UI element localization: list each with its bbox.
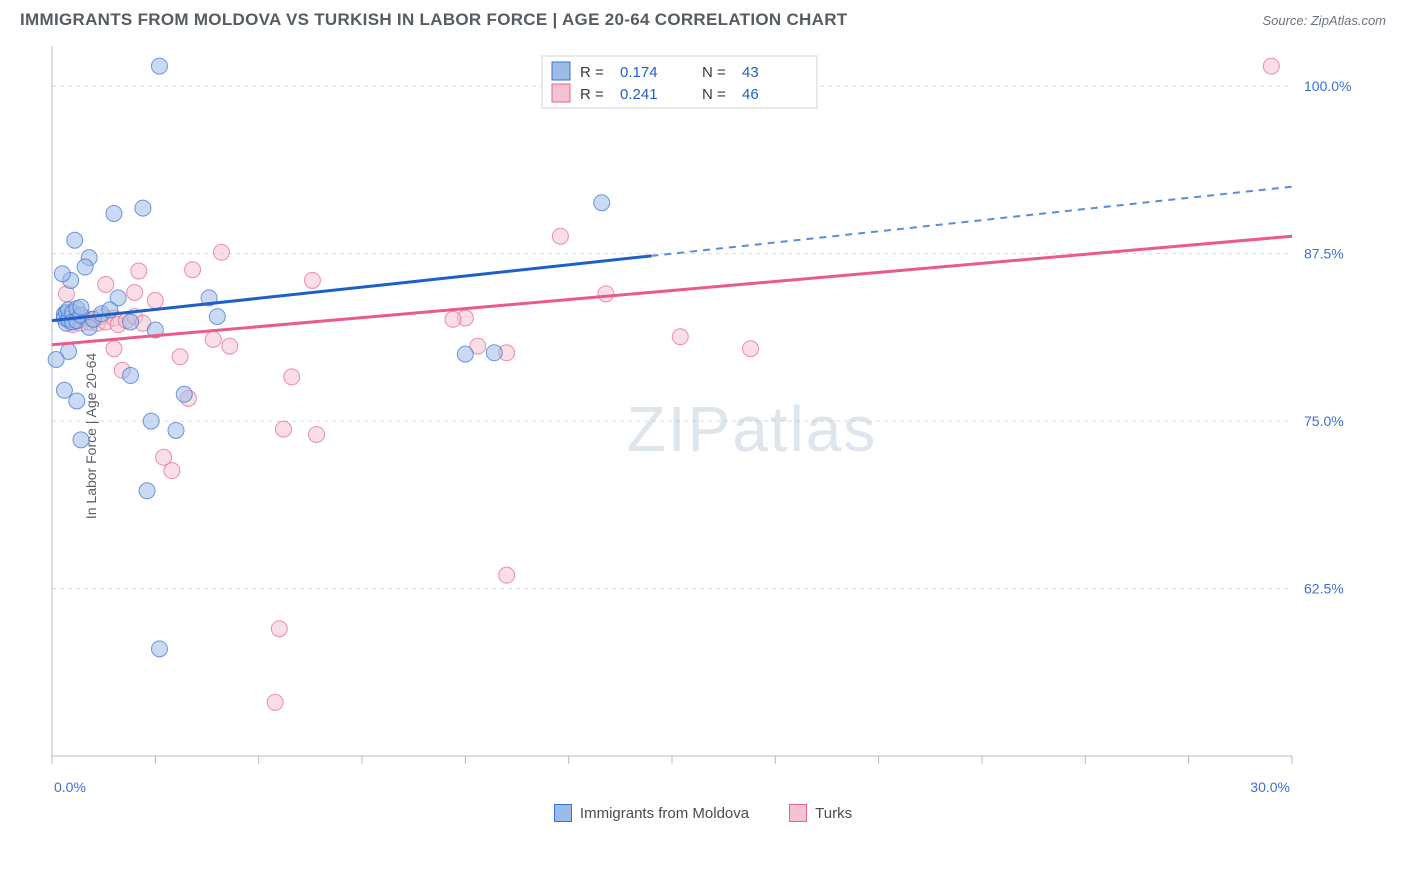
chart-title: IMMIGRANTS FROM MOLDOVA VS TURKISH IN LA… <box>20 10 847 30</box>
legend-item-turks: Turks <box>789 804 852 822</box>
svg-text:62.5%: 62.5% <box>1304 581 1344 597</box>
legend-swatch-blue <box>554 804 572 822</box>
svg-text:R =: R = <box>580 64 604 81</box>
svg-text:ZIPatlas: ZIPatlas <box>627 393 878 465</box>
svg-text:0.174: 0.174 <box>620 64 658 81</box>
svg-text:0.241: 0.241 <box>620 86 658 103</box>
svg-text:0.0%: 0.0% <box>54 779 86 795</box>
correlation-chart: 62.5% 75.0% 87.5% 100.0% 0.0% 30.0% ZIPatlas R … <box>42 36 1362 806</box>
legend-label-moldova: Immigrants from Moldova <box>580 805 749 822</box>
svg-text:N =: N = <box>702 86 726 103</box>
legend-item-moldova: Immigrants from Moldova <box>554 804 749 822</box>
chart-header: IMMIGRANTS FROM MOLDOVA VS TURKISH IN LA… <box>0 0 1406 36</box>
svg-text:43: 43 <box>742 64 759 81</box>
source-label: Source: ZipAtlas.com <box>1262 13 1386 28</box>
legend-swatch-pink <box>789 804 807 822</box>
svg-text:100.0%: 100.0% <box>1304 78 1351 94</box>
svg-text:N =: N = <box>702 64 726 81</box>
legend-label-turks: Turks <box>815 805 852 822</box>
svg-text:75.0%: 75.0% <box>1304 413 1344 429</box>
svg-text:87.5%: 87.5% <box>1304 246 1344 262</box>
svg-text:R =: R = <box>580 86 604 103</box>
series-legend: Immigrants from Moldova Turks <box>0 804 1406 822</box>
svg-text:30.0%: 30.0% <box>1250 779 1290 795</box>
chart-area: In Labor Force | Age 20-64 62.5%75.0%87.… <box>0 36 1406 836</box>
svg-text:46: 46 <box>742 86 759 103</box>
